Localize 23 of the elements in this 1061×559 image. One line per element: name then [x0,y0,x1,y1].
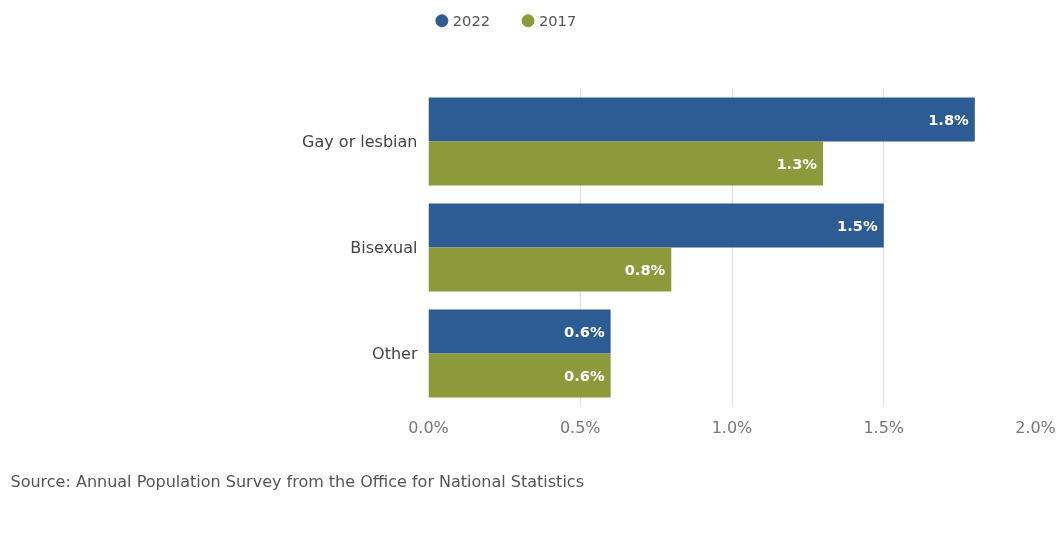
x-tick-label: 0.0% [408,417,449,437]
legend-label: 2017 [538,11,577,29]
x-tick-label: 0.5% [559,417,601,437]
y-tick-label: Gay or lesbian [302,132,418,151]
x-tick-label: 1.0% [711,417,753,437]
x-tick-label: 1.5% [863,417,905,437]
data-label: 0.8% [624,260,666,278]
legend-label: 2022 [452,11,491,29]
y-tick-label: Other [372,344,418,363]
bar [428,247,672,292]
bar [428,203,884,248]
data-label: 0.6% [563,323,605,341]
data-label: 1.8% [928,111,970,129]
source-note: Source: Annual Population Survey from the Office for National Statistics [10,471,584,491]
x-tick-label: 2.0% [1015,417,1056,437]
data-label: 0.6% [563,366,605,384]
data-label: 1.3% [776,154,818,172]
y-tick-label: Bisexual [350,238,418,257]
bar [428,141,824,186]
bar [428,97,975,142]
bar [428,353,611,398]
bar [428,309,611,354]
data-label: 1.5% [837,217,879,235]
